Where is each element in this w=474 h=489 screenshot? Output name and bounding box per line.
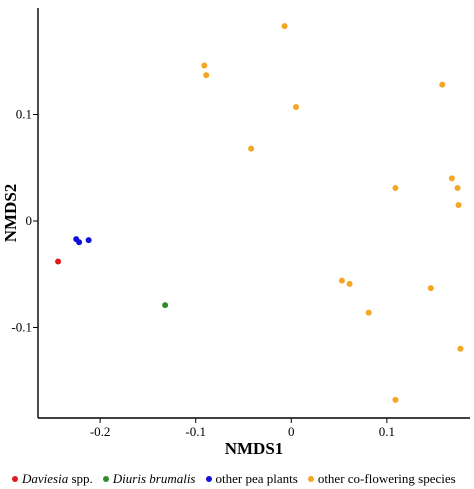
x-tick-label: -0.1 [185, 424, 206, 439]
data-point-series-3 [338, 277, 345, 284]
axes [37, 8, 470, 419]
data-point-series-0 [55, 258, 62, 265]
data-point-series-3 [457, 345, 464, 352]
data-point-series-3 [281, 23, 288, 30]
data-point-series-3 [293, 104, 300, 111]
legend-item-co-flowering: other co-flowering species [307, 471, 456, 487]
data-point-series-2 [76, 239, 83, 246]
data-point-series-3 [454, 184, 461, 191]
x-ticks: -0.2 -0.1 0 0.1 [90, 418, 395, 439]
legend-item-pea-plants: other pea plants [205, 471, 298, 487]
legend-marker-pea-plants [205, 476, 212, 482]
legend-label-daviesia-genus: Daviesia [22, 471, 69, 486]
data-point-series-2 [85, 237, 92, 244]
legend-item-daviesia: Daviesia spp. [12, 471, 93, 487]
legend-label-pea-plants: other pea plants [215, 471, 298, 486]
y-axis-title: NMDS2 [1, 184, 20, 243]
data-point-series-3 [439, 81, 446, 88]
legend: Daviesia spp. Diuris brumalis other pea … [0, 470, 474, 488]
legend-label-diuris: Diuris brumalis [112, 471, 196, 486]
y-tick-label: 0 [26, 213, 33, 228]
legend-label-daviesia-suffix: spp. [68, 471, 93, 486]
x-tick-label: 0.1 [379, 424, 395, 439]
x-tick-label: 0 [288, 424, 295, 439]
data-points [55, 23, 464, 403]
x-axis-title: NMDS1 [225, 439, 284, 458]
data-point-series-3 [448, 175, 455, 182]
nmds-scatter-plot: -0.2 -0.1 0 0.1 -0.1 0 0.1 NMDS1 NMDS2 [1, 8, 470, 458]
data-point-series-3 [203, 72, 210, 79]
data-point-series-3 [365, 309, 372, 316]
legend-marker-co-flowering [307, 476, 314, 482]
y-tick-label: -0.1 [11, 319, 32, 334]
y-tick-label: 0.1 [16, 106, 32, 121]
data-point-series-3 [455, 202, 462, 209]
data-point-series-3 [248, 145, 255, 152]
data-point-series-3 [346, 280, 353, 287]
legend-label-co-flowering: other co-flowering species [317, 471, 456, 486]
legend-item-diuris: Diuris brumalis [102, 471, 196, 487]
x-tick-label: -0.2 [90, 424, 111, 439]
data-point-series-3 [392, 396, 399, 403]
data-point-series-3 [201, 62, 208, 69]
y-ticks: -0.1 0 0.1 [11, 106, 38, 334]
data-point-series-1 [162, 302, 169, 309]
legend-marker-daviesia [12, 476, 18, 482]
data-point-series-3 [427, 285, 434, 292]
data-point-series-3 [392, 184, 399, 191]
legend-marker-diuris [102, 476, 109, 482]
